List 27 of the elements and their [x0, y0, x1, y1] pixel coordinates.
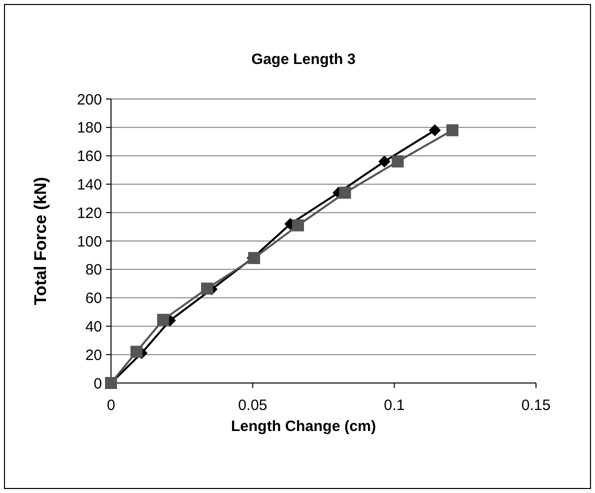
- x-axis-title: Length Change (cm): [231, 418, 376, 435]
- x-tick-label: 0: [106, 397, 116, 414]
- y-tick-label: 40: [85, 318, 102, 336]
- point: [392, 155, 404, 168]
- point: [446, 124, 458, 136]
- point: [201, 282, 214, 295]
- point: [339, 186, 352, 199]
- point: [292, 219, 304, 232]
- x-tick-label: 0.15: [521, 397, 551, 414]
- y-tick-label: 80: [85, 262, 102, 279]
- x-tick-label: 0.05: [238, 397, 268, 414]
- y-tick-label: 100: [76, 233, 102, 250]
- y-tick-label: 180: [76, 120, 102, 137]
- point: [428, 124, 441, 136]
- y-tick-label: 20: [85, 346, 102, 364]
- y-tick-label: 140: [76, 176, 102, 194]
- y-tick-label: 120: [76, 204, 102, 222]
- point: [130, 346, 142, 358]
- y-tick-label: 60: [85, 290, 102, 308]
- point: [378, 155, 390, 168]
- x-tick-label: 0.1: [384, 397, 405, 414]
- y-tick-label: 200: [76, 91, 102, 108]
- chart-title: Gage Length 3: [251, 51, 356, 68]
- y-tick-label: 160: [76, 148, 102, 166]
- point: [157, 314, 170, 326]
- y-axis-title: Total Force (kN): [31, 176, 50, 306]
- y-tick-label: 0: [94, 375, 102, 392]
